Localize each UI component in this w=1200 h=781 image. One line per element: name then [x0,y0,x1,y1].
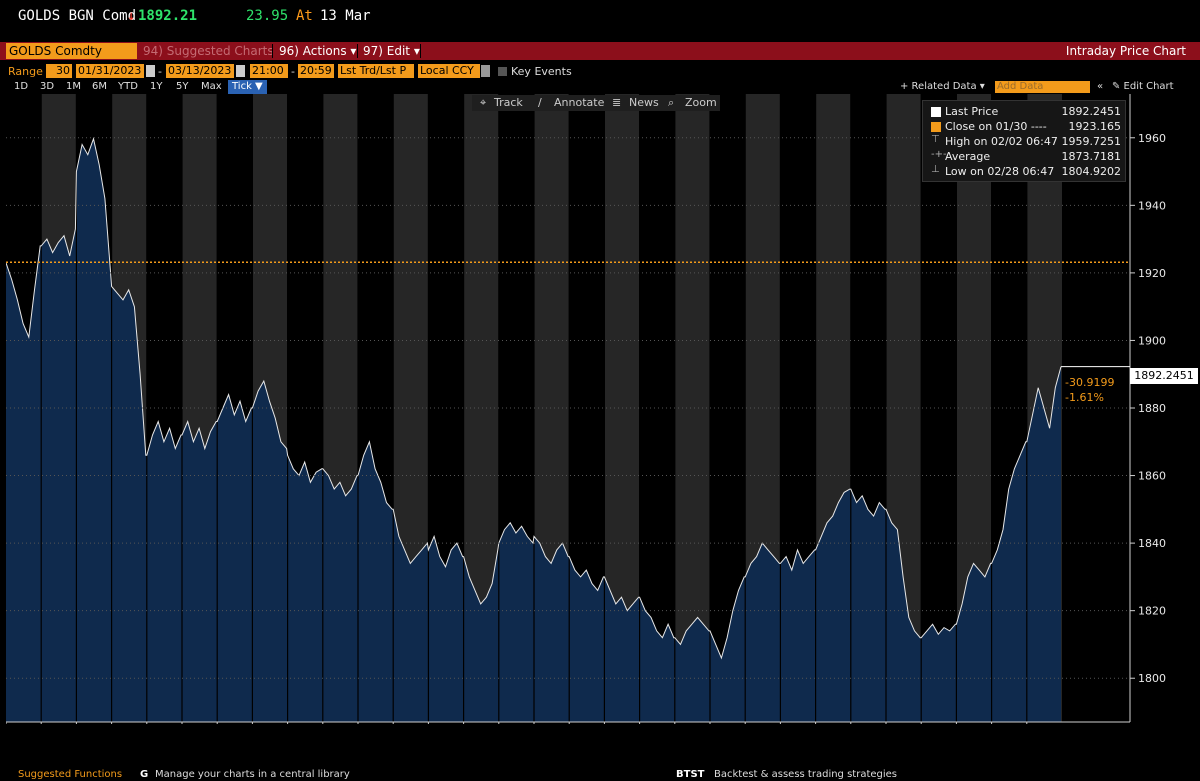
period-6m[interactable]: 6M [92,81,107,92]
y-tick-label: 1800 [1138,672,1166,685]
period-3d[interactable]: 3D [40,81,55,92]
collapse-icon[interactable]: « [1097,81,1104,92]
time-from-field[interactable]: 21:00 [250,64,288,78]
chart-canvas[interactable]: 1800182018401860188019001920194019603101… [6,94,1200,724]
chart-type-title: Intraday Price Chart [1065,44,1186,58]
at-label: At [296,8,313,24]
track-button[interactable]: Track [494,96,523,109]
legend-value: 1923.165 [1068,120,1122,133]
footer-bar: Suggested Functions G Manage your charts… [0,768,1200,781]
key-events-label: Key Events [511,65,572,78]
legend-low: ⊥ Low on 02/28 06:47 1804.9202 [929,164,1125,179]
legend-label: Low on 02/28 06:47 [945,165,1055,178]
legend-value: 1892.2451 [1061,105,1122,118]
actions-menu[interactable]: 96) Actions ▾ [279,44,357,58]
legend-label: Average [945,150,991,163]
y-tick-label: 1900 [1138,334,1166,347]
down-arrow-icon: ↓ [127,8,136,24]
currency-dropdown-icon[interactable] [481,65,490,77]
period-1d[interactable]: 1D [14,81,29,92]
function-description[interactable]: Backtest & assess trading strategies [714,769,898,780]
chart-legend[interactable]: Last Price 1892.2451 Close on 01/30 ----… [922,100,1126,182]
range-dash: - [158,65,162,78]
day-shade-band [674,94,710,722]
y-tick-label: 1940 [1138,199,1166,212]
zoom-icon[interactable]: ⌕ [668,96,675,109]
period-1m[interactable]: 1M [66,81,81,92]
change-absolute: -30.9199 [1065,376,1115,389]
price-field-select[interactable]: Lst Trd/Lst P [338,64,414,78]
legend-value: 1959.7251 [1061,135,1122,148]
related-data-menu[interactable]: + Related Data ▾ [900,81,985,92]
period-ytd[interactable]: YTD [118,81,138,92]
menu-divider [420,44,421,58]
legend-label: High on 02/02 06:47 [945,135,1058,148]
menu-divider [357,44,358,58]
range-bar: Range 30 01/31/2023 - 03/13/2023 21:00 -… [0,64,1200,80]
price-change: 23.95 [246,8,289,24]
security-ticker[interactable]: GOLDS BGN Comdty [18,8,136,24]
menu-divider [272,44,273,58]
add-data-input[interactable]: Add Data [995,81,1090,93]
function-menubar: GOLDS Comdty 94) Suggested Charts 96) Ac… [0,42,1200,60]
y-tick-label: 1960 [1138,132,1166,145]
chart-toolbar: ⌖ Track ∕ Annotate ≣ News ⌕ Zoom [472,95,720,111]
crosshair-icon[interactable]: ⌖ [480,96,487,109]
legend-last-price: Last Price 1892.2451 [929,105,1125,119]
high-marker-icon: ⊤ [931,134,940,145]
period-max[interactable]: Max [201,81,222,92]
legend-value: 1804.9202 [1061,165,1122,178]
quote-date: 13 Mar [320,8,371,24]
legend-swatch [931,107,941,117]
calendar-icon[interactable] [146,65,155,77]
low-marker-icon: ⊥ [931,164,940,175]
start-date-field[interactable]: 01/31/2023 [76,64,144,78]
legend-label: Close on 01/30 ---- [945,120,1047,133]
y-tick-label: 1920 [1138,267,1166,280]
price-line [6,136,1062,660]
y-tick-label: 1860 [1138,470,1166,483]
key-events-checkbox[interactable] [498,67,507,76]
price-chart[interactable]: 1800182018401860188019001920194019603101… [6,94,1200,724]
time-to-field[interactable]: 20:59 [298,64,334,78]
period-bar: 1D 3D 1M 6M YTD 1Y 5Y Max Tick ▼ + Relat… [0,80,1200,94]
news-icon[interactable]: ≣ [612,96,622,109]
news-button[interactable]: News [629,96,659,109]
legend-high: ⊤ High on 02/02 06:47 1959.7251 [929,134,1125,149]
legend-swatch [931,122,941,132]
period-5y[interactable]: 5Y [176,81,189,92]
edit-chart-button[interactable]: ✎ Edit Chart [1112,81,1174,92]
calendar-icon[interactable] [236,65,245,77]
last-price: 1892.21 [138,8,198,24]
time-dash: - [291,65,295,78]
annotate-button[interactable]: Annotate [554,96,605,109]
legend-close: Close on 01/30 ---- 1923.165 [929,120,1125,134]
suggested-charts-menu[interactable]: 94) Suggested Charts [143,44,274,58]
security-field[interactable]: GOLDS Comdty [6,43,137,59]
legend-value: 1873.7181 [1061,150,1122,163]
y-tick-label: 1820 [1138,605,1166,618]
last-price-tag: 1892.2451 [1130,368,1198,384]
range-label: Range [8,65,43,78]
price-area [6,138,1061,723]
suggested-functions-label[interactable]: Suggested Functions [18,769,123,780]
end-date-field[interactable]: 03/13/2023 [166,64,234,78]
security-header: GOLDS BGN Comdty ↓ 1892.21 23.95 At 13 M… [0,0,1200,34]
period-1y[interactable]: 1Y [150,81,163,92]
y-tick-label: 1840 [1138,537,1166,550]
pencil-icon[interactable]: ∕ [538,96,542,109]
legend-average: -+- Average 1873.7181 [929,149,1125,164]
function-description[interactable]: Manage your charts in a central library [155,769,350,780]
function-key[interactable]: G [140,769,149,780]
range-days-field[interactable]: 30 [46,64,72,78]
currency-select[interactable]: Local CCY [418,64,480,78]
tick-frequency-button[interactable]: Tick ▼ [228,80,267,94]
zoom-button[interactable]: Zoom [685,96,717,109]
legend-label: Last Price [945,105,999,118]
edit-menu[interactable]: 97) Edit ▾ [363,44,420,58]
function-key[interactable]: BTST [676,769,705,780]
average-marker-icon: -+- [931,149,947,160]
change-percent: -1.61% [1065,391,1104,404]
y-tick-label: 1880 [1138,402,1166,415]
